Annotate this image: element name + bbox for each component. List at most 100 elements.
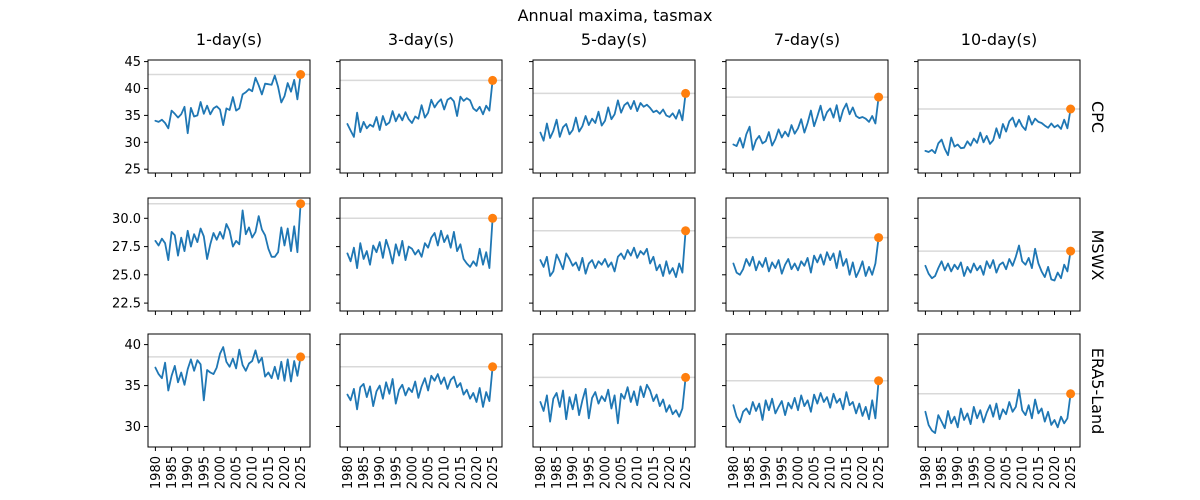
x-tick-label: 2020 xyxy=(856,456,871,489)
series-line xyxy=(346,217,494,270)
latest-value-marker xyxy=(681,226,691,236)
x-tick-label: 1980 xyxy=(149,456,164,489)
column-title-3-day: 3-day(s) xyxy=(387,30,455,49)
row-label-era5-land: ERA5-Land xyxy=(1088,347,1107,435)
series-line xyxy=(924,108,1072,157)
series-line xyxy=(924,244,1072,282)
series-line xyxy=(539,92,687,142)
x-tick-label: 1995 xyxy=(389,456,404,489)
subplot-CPC-3-day(s) xyxy=(336,59,503,177)
subplot-ERA5-Land-10-day(s): 1980 1985 1990 1995 2000 2005 2010 2015 2020 2025 xyxy=(914,333,1081,489)
y-tick-label: 40 xyxy=(124,338,141,353)
x-tick-label: 1980 xyxy=(534,456,549,489)
x-tick-label: 1985 xyxy=(165,456,180,489)
series-line xyxy=(154,73,302,135)
x-tick-label: 2005 xyxy=(808,456,823,489)
series-line xyxy=(732,236,880,279)
axes-frame xyxy=(917,59,1081,174)
x-tick-label: 1985 xyxy=(550,456,565,489)
latest-value-marker xyxy=(1066,389,1076,399)
subplot-MSWX-3-day(s) xyxy=(336,197,503,315)
x-tick-label: 2005 xyxy=(615,456,630,489)
x-tick-label: 1985 xyxy=(743,456,758,489)
axes-frame xyxy=(532,59,696,174)
x-tick-label: 1995 xyxy=(197,456,212,489)
latest-value-marker xyxy=(488,362,498,372)
y-tick-label: 25 xyxy=(124,163,141,178)
latest-value-marker xyxy=(296,199,306,209)
x-tick-label: 2015 xyxy=(262,456,277,489)
series-line xyxy=(732,379,880,424)
y-tick-label: 30 xyxy=(124,136,141,151)
x-tick-label: 2010 xyxy=(438,456,453,489)
axes-frame xyxy=(532,197,696,312)
latest-value-marker xyxy=(488,213,498,223)
latest-value-marker xyxy=(1066,104,1076,114)
latest-value-marker xyxy=(296,352,306,362)
y-tick-label: 22.5 xyxy=(112,297,141,312)
x-tick-label: 2015 xyxy=(647,456,662,489)
axes-frame xyxy=(532,333,696,448)
latest-value-marker xyxy=(1066,246,1076,256)
axes-frame xyxy=(917,197,1081,312)
x-tick-label: 2025 xyxy=(294,456,309,489)
x-tick-label: 1990 xyxy=(181,456,196,489)
x-tick-label: 1990 xyxy=(566,456,581,489)
x-tick-label: 2015 xyxy=(840,456,855,489)
x-tick-label: 2020 xyxy=(278,456,293,489)
y-tick-label: 30.0 xyxy=(112,212,141,227)
latest-value-marker xyxy=(874,92,884,102)
subplot-ERA5-Land-5-day(s): 1980 1985 1990 1995 2000 2005 2010 2015 2020 2025 xyxy=(529,333,696,489)
y-tick-label: 35 xyxy=(124,379,141,394)
latest-value-marker xyxy=(874,376,884,386)
x-tick-label: 2010 xyxy=(1016,456,1031,489)
subplot-CPC-10-day(s) xyxy=(914,59,1081,177)
x-tick-label: 2005 xyxy=(230,456,245,489)
x-tick-label: 2005 xyxy=(1000,456,1015,489)
series-line xyxy=(732,96,880,151)
latest-value-marker xyxy=(681,372,691,382)
chart-title: Annual maxima, tasmax xyxy=(517,6,713,25)
latest-value-marker xyxy=(681,88,691,98)
axes-frame xyxy=(339,333,503,448)
latest-value-marker xyxy=(296,70,306,79)
subplot-CPC-1-day(s): 25 30 35 40 45 xyxy=(124,55,311,178)
y-tick-label: 40 xyxy=(124,82,141,97)
series-line xyxy=(346,365,494,411)
subplot-CPC-5-day(s) xyxy=(529,59,696,177)
x-tick-label: 2000 xyxy=(599,456,614,489)
x-tick-label: 2000 xyxy=(214,456,229,489)
y-tick-label: 25.0 xyxy=(112,268,141,283)
x-tick-label: 2005 xyxy=(422,456,437,489)
x-tick-label: 2025 xyxy=(679,456,694,489)
axes-frame xyxy=(339,197,503,312)
x-tick-label: 1995 xyxy=(582,456,597,489)
y-tick-label: 27.5 xyxy=(112,240,141,255)
axes-frame xyxy=(147,59,311,174)
column-title-5-day: 5-day(s) xyxy=(580,30,648,49)
axes-frame xyxy=(147,333,311,448)
x-tick-label: 1980 xyxy=(919,456,934,489)
x-tick-label: 1985 xyxy=(357,456,372,489)
x-tick-label: 1980 xyxy=(727,456,742,489)
x-tick-label: 2015 xyxy=(1032,456,1047,489)
x-tick-label: 1980 xyxy=(341,456,356,489)
x-tick-label: 2000 xyxy=(406,456,421,489)
column-title-7-day: 7-day(s) xyxy=(773,30,841,49)
axes-frame xyxy=(339,59,503,174)
column-title-1-day: 1-day(s) xyxy=(195,30,263,49)
x-tick-label: 2020 xyxy=(1048,456,1063,489)
x-tick-label: 2000 xyxy=(792,456,807,489)
series-line xyxy=(539,376,687,425)
subplot-MSWX-1-day(s): 22.5 25.0 27.5 30.0 xyxy=(112,197,311,315)
x-tick-label: 1995 xyxy=(967,456,982,489)
latest-value-marker xyxy=(874,233,884,243)
axes-frame xyxy=(725,59,889,174)
x-tick-label: 2020 xyxy=(663,456,678,489)
axes-frame xyxy=(725,197,889,312)
latest-value-marker xyxy=(488,75,498,85)
y-tick-label: 35 xyxy=(124,109,141,124)
